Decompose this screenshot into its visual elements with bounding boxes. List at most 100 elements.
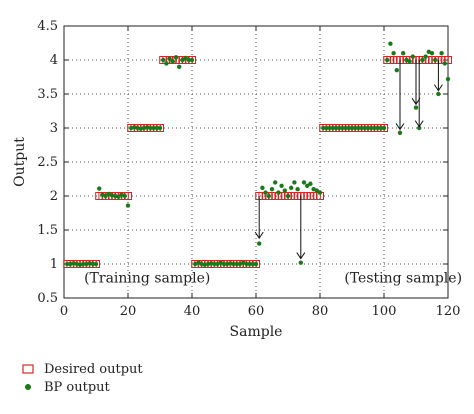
- bp-output-point: [362, 125, 367, 131]
- bp-output-point: [410, 54, 415, 59]
- bp-output-point: [276, 190, 281, 195]
- bp-output-point: [353, 125, 358, 131]
- bp-output-point: [372, 125, 377, 131]
- bp-output-point: [151, 125, 156, 131]
- legend: Desired output BP output: [18, 360, 143, 396]
- bp-output-point: [148, 125, 153, 131]
- bp-output-point: [337, 125, 342, 131]
- bp-output-point: [170, 59, 175, 64]
- x-tick-label: 20: [120, 304, 137, 319]
- bp-output-point: [122, 193, 128, 199]
- y-tick-label: 1.5: [37, 223, 58, 238]
- grid-lines: [64, 26, 448, 298]
- bp-output-point: [433, 57, 438, 63]
- bp-output-point: [161, 57, 166, 63]
- error-arrow-head-icon: [433, 84, 443, 92]
- bp-output-point: [391, 51, 396, 56]
- x-axis-ticks: 0 20 40 60 80 100 120: [60, 26, 461, 319]
- y-tick-label: 3.5: [37, 87, 58, 102]
- bp-output-point: [321, 125, 326, 131]
- bp-output-point: [330, 125, 335, 131]
- bp-output-point: [266, 193, 271, 199]
- legend-item-bp-output: BP output: [18, 378, 143, 396]
- bp-output-point: [177, 64, 182, 70]
- bp-output-point: [445, 76, 451, 82]
- x-tick-label: 0: [60, 304, 68, 319]
- bp-output-point: [212, 261, 217, 267]
- y-axis-ticks: 0.5 1 1.5 2 2.5 3 3.5 4 4.5: [37, 19, 448, 306]
- bp-output-point: [343, 125, 348, 131]
- bp-output-point: [295, 187, 300, 192]
- bp-output-point: [413, 105, 419, 110]
- bp-output-point: [324, 125, 329, 131]
- bp-output-point: [263, 190, 268, 195]
- annotation-label: (Testing sample): [344, 270, 462, 286]
- bp-output-point: [157, 125, 163, 131]
- bp-output-point: [423, 54, 428, 59]
- y-axis-label: Output: [12, 137, 28, 187]
- bp-output-point: [234, 261, 239, 267]
- x-axis-label: Sample: [230, 324, 283, 340]
- series-bp-output: [65, 41, 451, 267]
- bp-output-point: [250, 261, 255, 267]
- open-square-marker-icon: [18, 364, 38, 374]
- y-tick-label: 4.5: [37, 19, 58, 34]
- bp-output-point: [420, 57, 425, 63]
- desired-output-marker: [444, 56, 452, 64]
- y-tick-label: 1: [50, 257, 58, 272]
- bp-output-point: [333, 125, 339, 131]
- error-arrow-head-icon: [414, 120, 424, 128]
- error-arrow-head-icon: [395, 123, 405, 131]
- bp-output-point: [397, 130, 403, 135]
- filled-circle-marker-icon: [18, 382, 38, 392]
- bp-output-point: [221, 261, 227, 267]
- bp-output-point: [375, 125, 380, 131]
- bp-output-point: [97, 186, 102, 191]
- y-tick-label: 2: [50, 189, 58, 204]
- annotation-label: (Training sample): [84, 270, 210, 286]
- bp-output-point: [257, 241, 262, 246]
- legend-label-bp-output: BP output: [44, 379, 110, 395]
- bp-output-point: [65, 261, 70, 267]
- bp-output-point: [407, 59, 412, 64]
- bp-output-point: [340, 125, 345, 131]
- bp-output-point: [359, 125, 364, 131]
- y-tick-label: 4: [50, 53, 58, 68]
- bp-output-point: [439, 51, 444, 56]
- bp-output-point: [269, 187, 275, 192]
- bp-output-point: [394, 68, 399, 73]
- bp-output-point: [429, 51, 435, 56]
- bp-output-point: [167, 56, 172, 61]
- bp-output-point: [244, 261, 249, 267]
- bp-output-point: [388, 41, 393, 46]
- legend-label-desired-output: Desired output: [44, 361, 143, 377]
- bp-output-point: [346, 125, 351, 131]
- bp-output-point: [282, 188, 287, 193]
- bp-output-point: [356, 125, 361, 131]
- bp-output-point: [289, 185, 294, 191]
- x-tick-label: 120: [436, 304, 461, 319]
- bp-output-point: [436, 91, 441, 97]
- error-arrows: [254, 60, 443, 260]
- bp-output-point: [189, 57, 195, 63]
- bp-output-point: [369, 125, 374, 131]
- error-arrow-head-icon: [296, 252, 306, 260]
- x-tick-label: 60: [248, 304, 265, 319]
- bp-output-point: [180, 57, 185, 63]
- bp-output-point: [365, 125, 371, 131]
- bp-output-point: [327, 125, 332, 131]
- bp-output-point: [90, 261, 96, 267]
- error-arrow-head-icon: [254, 231, 264, 240]
- bp-output-point: [154, 125, 159, 131]
- annotations: (Training sample) (Testing sample): [84, 270, 462, 286]
- bp-output-point: [164, 61, 169, 66]
- bp-output-point: [279, 183, 284, 188]
- bp-output-point: [116, 194, 121, 199]
- bp-output-point: [401, 51, 406, 56]
- bp-output-point: [103, 193, 108, 199]
- bp-output-point: [125, 203, 131, 208]
- x-tick-label: 80: [312, 304, 329, 319]
- bp-output-point: [186, 57, 191, 63]
- bp-output-point: [308, 181, 313, 186]
